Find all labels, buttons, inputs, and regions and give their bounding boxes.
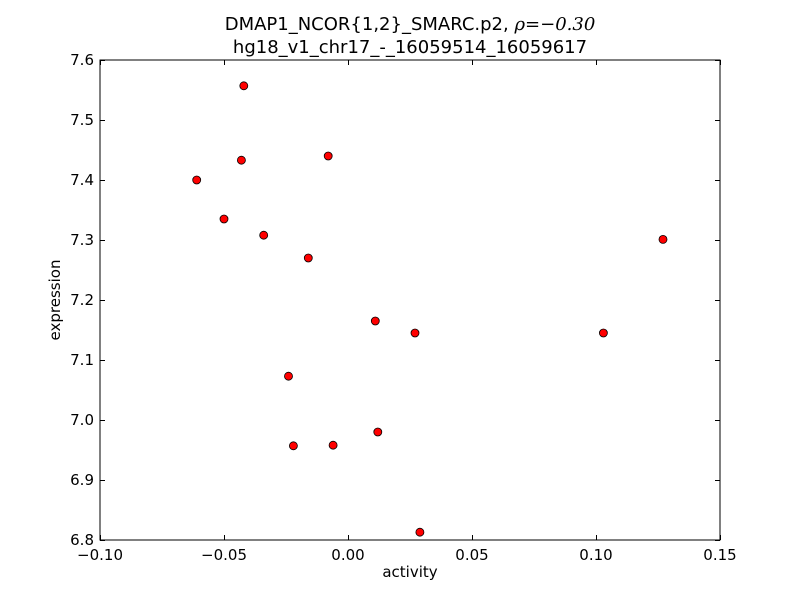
ticks-layer — [100, 60, 721, 541]
y-axis-label: expression — [46, 260, 64, 341]
tick-labels-layer: −0.10 −0.05 0.00 0.05 0.10 0.15 6.8 6.9 7.0 7.1 7.… — [70, 51, 737, 564]
points-layer — [192, 81, 668, 537]
data-point-8 — [658, 234, 668, 244]
data-point-10 — [410, 328, 420, 338]
y-tick-label: 7.1 — [70, 351, 94, 369]
x-tick-label: −0.10 — [77, 546, 123, 564]
y-tick-label: 7.5 — [70, 111, 94, 129]
data-point-12 — [284, 371, 293, 381]
data-point-9 — [370, 316, 380, 326]
data-point-5 — [219, 214, 229, 224]
x-tick-label: 0.05 — [455, 546, 488, 564]
data-point-6 — [259, 230, 269, 240]
data-point-3 — [323, 151, 333, 161]
chart-title-prefix: DMAP1_NCOR{1,2}_SMARC.p2, — [225, 14, 515, 35]
x-tick-label: 0.00 — [331, 546, 364, 564]
x-tick-label: 0.10 — [579, 546, 612, 564]
chart-title-line2: hg18_v1_chr17_-_16059514_16059617 — [233, 37, 587, 58]
y-tick-label: 7.3 — [70, 231, 94, 249]
plot-area-frame — [99, 59, 721, 541]
chart-title-rho-symbol: ρ — [513, 14, 525, 35]
x-tick-label: −0.05 — [201, 546, 247, 564]
y-tick-label: 6.8 — [70, 531, 94, 549]
data-point-1 — [239, 81, 249, 91]
data-point-7 — [303, 253, 313, 263]
y-tick-label: 7.2 — [70, 291, 94, 309]
y-tick-label: 7.6 — [70, 51, 94, 69]
x-axis-label: activity — [382, 563, 437, 581]
data-point-2 — [236, 155, 246, 165]
chart-title-rho-value: =−0.30 — [525, 14, 595, 35]
data-point-11 — [599, 328, 608, 338]
y-tick-label: 7.0 — [70, 411, 94, 429]
y-tick-label: 7.4 — [70, 171, 94, 189]
y-tick-label: 6.9 — [70, 471, 94, 489]
data-point-4 — [192, 175, 202, 185]
data-point-16 — [415, 527, 425, 537]
data-point-15 — [328, 440, 338, 450]
x-tick-label: 0.15 — [703, 546, 736, 564]
chart-title-line1: DMAP1_NCOR{1,2}_SMARC.p2, ρ=−0.30 — [225, 14, 596, 35]
data-point-13 — [373, 427, 383, 437]
data-point-14 — [288, 441, 298, 451]
